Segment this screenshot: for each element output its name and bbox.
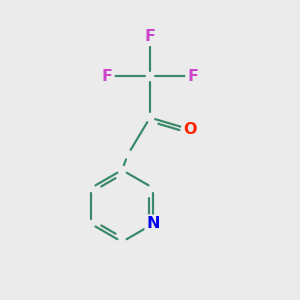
Text: F: F <box>145 29 155 44</box>
Text: F: F <box>102 69 113 84</box>
Text: N: N <box>146 216 160 231</box>
Text: F: F <box>187 69 198 84</box>
Text: O: O <box>183 122 196 137</box>
